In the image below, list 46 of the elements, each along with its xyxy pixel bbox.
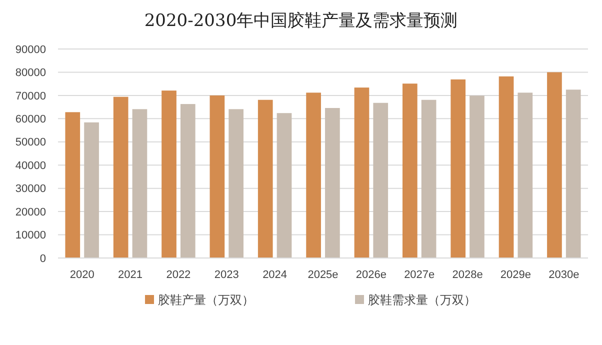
y-tick-label: 80000 (15, 67, 46, 80)
x-tick-label: 2029e (500, 269, 532, 281)
y-tick-label: 50000 (15, 136, 46, 149)
bar (470, 96, 484, 258)
bar (518, 92, 533, 258)
x-tick-label: 2025e (308, 269, 338, 281)
legend-label: 胶鞋产量（万双） (158, 293, 254, 308)
x-tick-label: 2023 (214, 269, 239, 281)
x-tick-label: 2021 (118, 269, 143, 281)
bar (258, 100, 273, 258)
y-tick-label: 70000 (15, 90, 46, 102)
bar (210, 95, 225, 258)
x-tick-label: 2024 (262, 269, 288, 281)
x-tick-label: 2027e (404, 269, 435, 281)
legend-label: 胶鞋需求量（万双） (368, 293, 476, 308)
bar (566, 90, 581, 258)
x-tick-label: 2028e (452, 269, 483, 281)
bar (325, 108, 340, 258)
bar (113, 96, 128, 258)
bar (450, 79, 466, 258)
bar (306, 92, 321, 258)
chart-title: 2020-2030年中国胶鞋产量及需求量预测 (144, 11, 458, 31)
x-tick-label: 2022 (166, 269, 191, 281)
bar (84, 122, 99, 258)
bar (354, 88, 370, 258)
y-tick-label: 60000 (15, 114, 46, 126)
y-tick-label: 40000 (15, 160, 46, 172)
x-tick-label: 2020 (70, 269, 94, 281)
y-tick-label: 30000 (15, 183, 46, 196)
bar (65, 112, 80, 258)
bar (276, 113, 292, 258)
y-tick-label: 10000 (15, 230, 46, 242)
bar (547, 72, 562, 258)
bar (132, 109, 148, 258)
bar (421, 100, 436, 258)
y-tick-label: 0 (40, 252, 46, 265)
bar (180, 104, 196, 258)
bar (498, 76, 514, 258)
y-tick-label: 20000 (15, 206, 46, 218)
bar (373, 102, 388, 258)
bar (402, 84, 418, 258)
x-tick-label: 2026e (356, 269, 386, 281)
bar (228, 109, 244, 258)
y-tick-label: 90000 (15, 44, 46, 56)
bar (162, 90, 176, 258)
x-tick-label: 2030e (548, 269, 580, 281)
